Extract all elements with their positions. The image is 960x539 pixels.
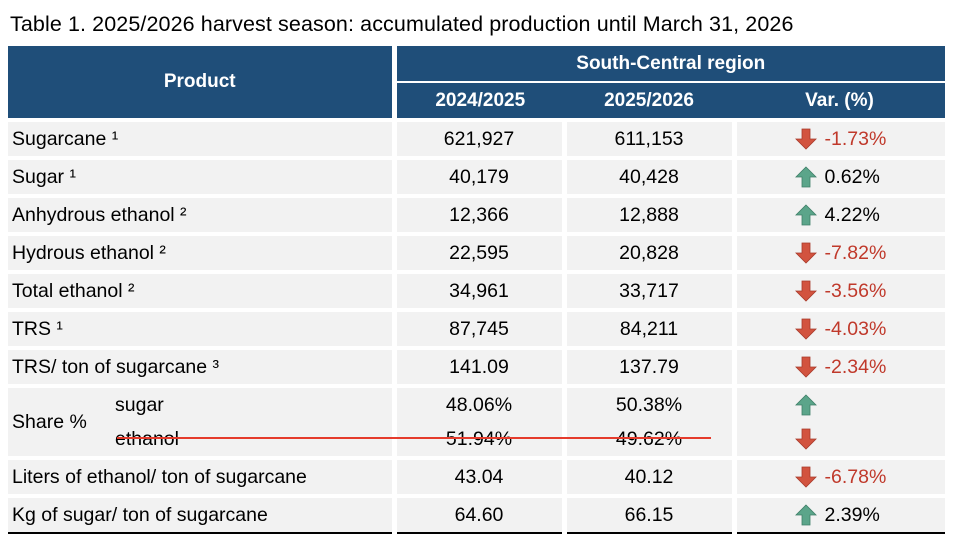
value-2024-2025: 12,366 [391, 194, 564, 234]
arrow-up-icon [794, 204, 817, 226]
row-label: Sugar ¹ [8, 156, 394, 196]
variation-cell [731, 384, 946, 422]
variation-value: -1.73% [824, 127, 887, 150]
highlight-underline [117, 437, 711, 439]
share-label-cell: Share % sugar ethanol [8, 384, 394, 458]
arrow-up-icon [794, 166, 817, 188]
table-row-share-sugar: Share % sugar ethanol 48.06% 50.38% [8, 384, 946, 458]
table-title: Table 1. 2025/2026 harvest season: accum… [10, 12, 794, 36]
value-2024-2025: 22,595 [391, 232, 564, 272]
variation-value: 0.62% [824, 165, 880, 188]
value-2024-2025: 34,961 [391, 270, 564, 310]
row-label: Kg of sugar/ ton of sugarcane [8, 494, 394, 534]
value-2025-2026: 40,428 [561, 156, 734, 196]
value-2025-2026: 49.62% [561, 422, 734, 458]
table-row: TRS/ ton of sugarcane ³ 141.09 137.79 -2… [8, 346, 946, 386]
variation-cell: -1.73% [731, 118, 946, 158]
arrow-down-icon [794, 356, 817, 378]
variation-value: 2.39% [824, 503, 880, 526]
variation-value: -6.78% [824, 465, 887, 488]
value-2025-2026: 84,211 [561, 308, 734, 348]
variation-cell: 2.39% [731, 494, 946, 534]
table-row: Kg of sugar/ ton of sugarcane 64.60 66.1… [8, 494, 946, 534]
arrow-up-icon [794, 504, 817, 526]
production-table: Product South-Central region 2024/2025 2… [8, 46, 946, 534]
variation-cell: 0.62% [731, 156, 946, 196]
row-label: Liters of ethanol/ ton of sugarcane [8, 456, 394, 496]
variation-cell: -3.56% [731, 270, 946, 310]
table-row: Liters of ethanol/ ton of sugarcane 43.0… [8, 456, 946, 496]
table-row: Anhydrous ethanol ² 12,366 12,888 4.22% [8, 194, 946, 234]
value-2025-2026: 12,888 [561, 194, 734, 234]
variation-cell [731, 422, 946, 458]
value-2024-2025: 87,745 [391, 308, 564, 348]
share-label: Share % [12, 410, 87, 433]
table-row: Sugarcane ¹ 621,927 611,153 -1.73% [8, 118, 946, 158]
value-2024-2025: 43.04 [391, 456, 564, 496]
table-row-share-ethanol: 51.94% 49.62% [8, 422, 946, 458]
value-2024-2025: 64.60 [391, 494, 564, 534]
share-ethanol-label: ethanol [115, 428, 179, 450]
header-variation: Var. (%) [734, 82, 946, 120]
value-2025-2026: 66.15 [561, 494, 734, 534]
variation-value: -4.03% [824, 317, 887, 340]
value-2025-2026: 40.12 [561, 456, 734, 496]
value-2025-2026: 50.38% [561, 384, 734, 422]
header-product: Product [8, 46, 394, 120]
share-sugar-label: sugar [115, 394, 164, 416]
header-region: South-Central region [391, 46, 946, 83]
value-2025-2026: 137.79 [561, 346, 734, 386]
value-2024-2025: 141.09 [391, 346, 564, 386]
table-row: Sugar ¹ 40,179 40,428 0.62% [8, 156, 946, 196]
arrow-down-icon [794, 428, 817, 450]
row-label: Total ethanol ² [8, 270, 394, 310]
variation-cell: -4.03% [731, 308, 946, 348]
variation-value: -7.82% [824, 241, 887, 264]
variation-cell: -7.82% [731, 232, 946, 272]
arrow-down-icon [794, 128, 817, 150]
arrow-up-icon [794, 394, 817, 416]
variation-cell: 4.22% [731, 194, 946, 234]
table-row: Total ethanol ² 34,961 33,717 -3.56% [8, 270, 946, 310]
variation-cell: -6.78% [731, 456, 946, 496]
value-2025-2026: 611,153 [561, 118, 734, 158]
row-label: Sugarcane ¹ [8, 118, 394, 158]
arrow-down-icon [794, 466, 817, 488]
table-row: TRS ¹ 87,745 84,211 -4.03% [8, 308, 946, 348]
row-label: TRS ¹ [8, 308, 394, 348]
header-2025-2026: 2025/2026 [564, 82, 734, 120]
header-2024-2025: 2024/2025 [391, 82, 564, 120]
variation-value: -3.56% [824, 279, 887, 302]
variation-value: -2.34% [824, 355, 887, 378]
arrow-down-icon [794, 318, 817, 340]
variation-value: 4.22% [824, 203, 880, 226]
table-row: Hydrous ethanol ² 22,595 20,828 -7.82% [8, 232, 946, 272]
variation-cell: -2.34% [731, 346, 946, 386]
value-2024-2025: 40,179 [391, 156, 564, 196]
value-2024-2025: 621,927 [391, 118, 564, 158]
value-2024-2025: 48.06% [391, 384, 564, 422]
row-label: Hydrous ethanol ² [8, 232, 394, 272]
arrow-down-icon [794, 242, 817, 264]
value-2025-2026: 33,717 [561, 270, 734, 310]
row-label: Anhydrous ethanol ² [8, 194, 394, 234]
value-2024-2025: 51.94% [391, 422, 564, 458]
arrow-down-icon [794, 280, 817, 302]
value-2025-2026: 20,828 [561, 232, 734, 272]
row-label: TRS/ ton of sugarcane ³ [8, 346, 394, 386]
